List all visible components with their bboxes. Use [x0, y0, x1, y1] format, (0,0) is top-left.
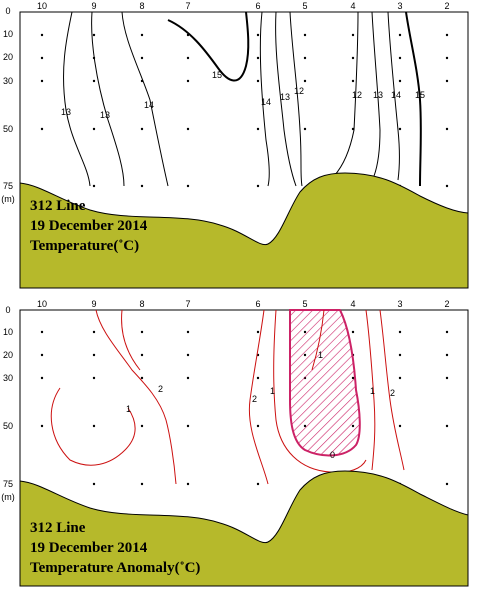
- depth-label: 0: [5, 6, 10, 16]
- temperature-section-plot: 10 9 8 7 6 5 4 3 2 0 10 20 30 50 75 (m): [1, 1, 469, 289]
- station-label: 4: [350, 300, 355, 309]
- anomaly-line-2c: [379, 309, 405, 471]
- contour-label: 1: [270, 386, 275, 396]
- depth-label: 30: [3, 76, 13, 86]
- depth-label: 50: [3, 124, 13, 134]
- depth-label: 10: [3, 327, 13, 337]
- station-axis: 10 9 8 7 6 5 4 3 2: [37, 1, 450, 11]
- station-label: 5: [302, 1, 307, 11]
- anomaly-hatched-region: [289, 309, 361, 457]
- temperature-anomaly-section-panel: 10 9 8 7 6 5 4 3 2 0 10 20 30 50 75 (m): [0, 300, 484, 600]
- station-label: 6: [255, 1, 260, 11]
- section-variable: Temperature Anomaly(˚C): [30, 560, 201, 576]
- contour-label: 12: [352, 90, 362, 100]
- station-label: 3: [397, 1, 402, 11]
- station-label: 8: [139, 300, 144, 309]
- isotherm-14-b: [259, 11, 270, 187]
- contour-label: 2: [158, 384, 163, 394]
- section-line-name: 312 Line: [30, 198, 86, 214]
- station-axis: 10 9 8 7 6 5 4 3 2: [37, 300, 450, 309]
- depth-label: 50: [3, 421, 13, 431]
- station-label: 10: [37, 1, 47, 11]
- temperature-anomaly-section-plot: 10 9 8 7 6 5 4 3 2 0 10 20 30 50 75 (m): [1, 300, 469, 587]
- contour-label: 13: [61, 107, 71, 117]
- isotherm-12-b: [333, 11, 359, 177]
- isotherm-13-d: [371, 11, 381, 177]
- isotherm-12-a: [289, 11, 303, 187]
- station-label: 9: [91, 1, 96, 11]
- depth-label: 75: [3, 181, 13, 191]
- contour-label: 12: [294, 86, 304, 96]
- contour-label: 14: [261, 97, 271, 107]
- station-label: 7: [185, 300, 190, 309]
- depth-unit: (m): [1, 492, 15, 502]
- section-date: 19 December 2014: [30, 218, 148, 234]
- station-label: 6: [255, 300, 260, 309]
- contour-label: 15: [415, 90, 425, 100]
- depth-label: 75: [3, 479, 13, 489]
- isotherm-15-a: [167, 11, 250, 82]
- seabed-topography: [19, 470, 469, 587]
- depth-axis: 0 10 20 30 50 75 (m): [1, 305, 15, 502]
- isotherm-13-c: [275, 11, 297, 187]
- isotherm-13-a: [63, 11, 91, 187]
- contour-label: 0: [330, 450, 335, 460]
- contour-labels: 1 2 2 1 1 0 1 2: [126, 350, 395, 460]
- anomaly-line-1-inner: [311, 309, 325, 371]
- depth-label: 30: [3, 373, 13, 383]
- contour-label: 15: [212, 70, 222, 80]
- station-label: 10: [37, 300, 47, 309]
- contour-label: 13: [373, 90, 383, 100]
- depth-label: 10: [3, 29, 13, 39]
- isotherm-14: [121, 11, 169, 187]
- contour-label: 1: [318, 350, 323, 360]
- sample-points: [40, 330, 449, 486]
- contour-label: 1: [126, 404, 131, 414]
- section-variable: Temperature(˚C): [30, 238, 140, 254]
- isotherm-15-b: [405, 11, 422, 187]
- station-label: 2: [444, 300, 449, 309]
- depth-label: 20: [3, 52, 13, 62]
- temperature-section-panel: 10 9 8 7 6 5 4 3 2 0 10 20 30 50 75 (m): [0, 0, 484, 300]
- anomaly-line-2b: [248, 309, 269, 485]
- station-label: 5: [302, 300, 307, 309]
- isotherm-13-b: [91, 11, 125, 187]
- isotherm-14-c: [387, 11, 400, 181]
- depth-label: 0: [5, 305, 10, 315]
- station-label: 2: [444, 1, 449, 11]
- section-line-name: 312 Line: [30, 520, 86, 536]
- station-label: 8: [139, 1, 144, 11]
- station-label: 4: [350, 1, 355, 11]
- sample-points: [40, 33, 449, 188]
- isotherm-lines: [63, 11, 422, 187]
- contour-labels: 13 13 14 15 14 13 12 12 13 14 15: [61, 70, 425, 120]
- station-label: 7: [185, 1, 190, 11]
- station-label: 9: [91, 300, 96, 309]
- section-date: 19 December 2014: [30, 540, 148, 556]
- anomaly-line-2a: [95, 309, 177, 485]
- anomaly-line-1c: [365, 309, 376, 471]
- depth-label: 20: [3, 350, 13, 360]
- contour-label: 13: [280, 92, 290, 102]
- contour-label: 2: [252, 394, 257, 404]
- seabed-topography: [19, 172, 469, 289]
- contour-label: 14: [391, 90, 401, 100]
- contour-label: 14: [144, 100, 154, 110]
- depth-unit: (m): [1, 194, 15, 204]
- anomaly-line-1a: [50, 387, 136, 466]
- depth-axis: 0 10 20 30 50 75 (m): [1, 6, 15, 204]
- contour-label: 2: [390, 388, 395, 398]
- contour-label: 13: [100, 110, 110, 120]
- anomaly-line-inner: [121, 309, 141, 371]
- station-label: 3: [397, 300, 402, 309]
- contour-label: 1: [370, 386, 375, 396]
